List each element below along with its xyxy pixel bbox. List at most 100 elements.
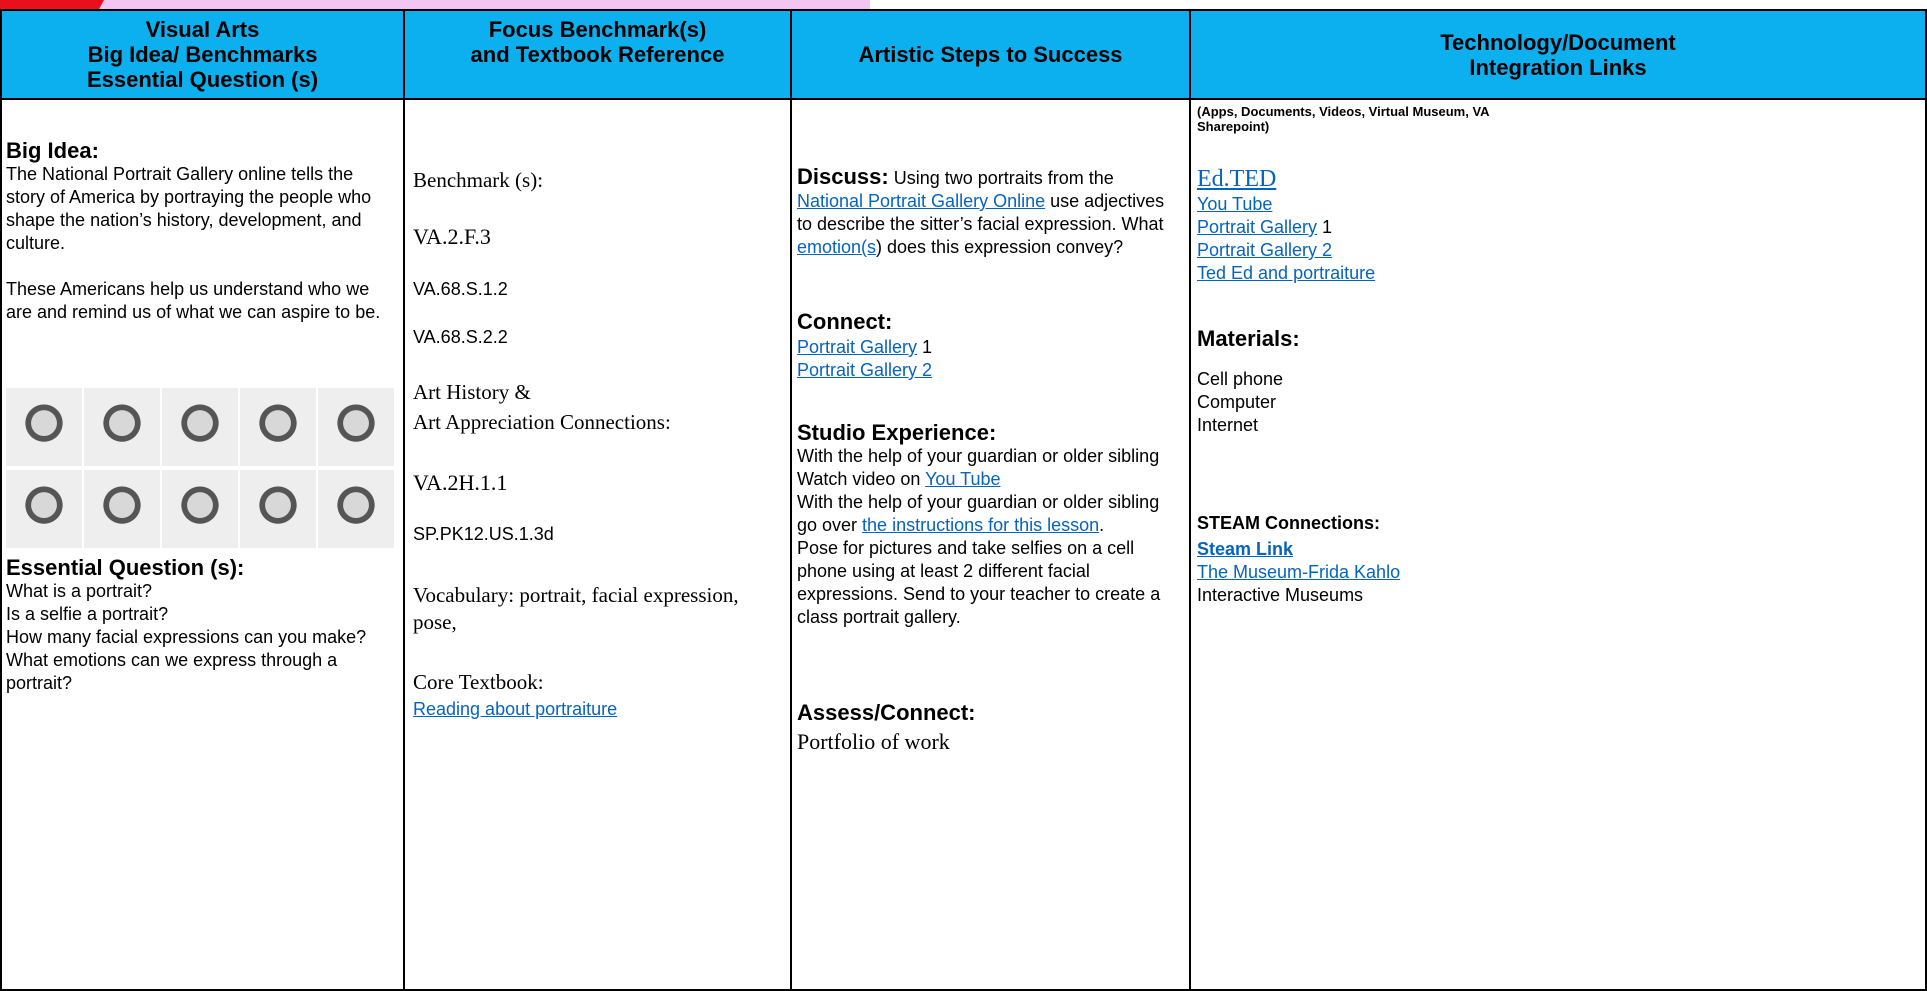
table-bottom-border [0,989,1927,991]
paragraph: Portfolio of work [797,729,950,754]
note: (Apps, Documents, Videos, Virtual Museum… [1197,104,1490,134]
benchmark: VA.2.F.3 [413,224,491,249]
heading: STEAM Connections: [1197,513,1380,533]
header-cell: Technology/Document Integration Links [1191,11,1925,98]
label: Benchmark (s): [413,168,544,192]
text: use adjectives to describe the sitter’s … [797,191,1165,234]
text: 1 [917,337,933,357]
line: Ted Ed and portraiture [1197,262,1597,285]
question: What is a portrait? [6,581,153,601]
heading: Big Idea: [6,138,99,163]
label: Core Textbook: [413,670,544,694]
line: Ed.TED [1197,166,1597,193]
line: Portrait Gallery 2 [1197,239,1597,262]
question: Is a selfie a portrait? [6,604,169,624]
photo [240,388,316,466]
photo-grid [6,388,394,550]
header-text: Artistic Steps to Success [858,42,1123,67]
link[interactable]: Ed.TED [1197,166,1277,192]
top-tab [0,0,870,10]
line: Steam Link [1197,538,1597,561]
photo [162,470,238,548]
text: With the help of your guardian or older … [797,446,1160,489]
benchmark: VA.2H.1.1 [413,470,508,495]
text: Using two portraits from the [888,168,1114,188]
column-border [790,10,792,991]
photo [84,388,160,466]
label-line: Art Appreciation Connections: [413,410,671,434]
material: Cell phone [1197,369,1284,389]
link-list: Steam Link The Museum-Frida Kahlo Interact… [1197,538,1597,607]
paragraph: These Americans help us understand who w… [6,279,381,322]
text: 1 [1317,217,1333,237]
paragraph: The National Portrait Gallery online tel… [6,164,372,253]
table-top-border [0,9,1927,11]
link-list: Ed.TED You Tube Portrait Gallery 1 Portrait… [1197,166,1597,285]
link[interactable]: emotion(s [797,237,877,257]
heading: Discuss: [797,164,889,189]
photo [240,470,316,548]
link[interactable]: Reading about portraiture [413,699,618,719]
column-border [1189,10,1191,991]
text: . [1099,515,1105,535]
link[interactable]: Portrait Gallery [797,337,918,357]
text: With the help of your guardian or older … [797,492,1160,535]
line: With the help of your guardian or older … [797,445,1177,491]
link[interactable]: National Portrait Gallery Online [797,191,1046,211]
photo [6,470,82,548]
paragraph: Discuss: Using two portraits from the Na… [797,164,1183,259]
heading: Essential Question (s): [6,555,245,580]
header-text: Big Idea/ Benchmarks [87,42,318,67]
label-line: Art History & [413,380,531,404]
link[interactable]: You Tube [1197,194,1273,214]
photo [162,388,238,466]
column-border [403,10,405,991]
link[interactable]: Portrait Gallery 2 [1197,240,1333,260]
line: With the help of your guardian or older … [797,491,1177,537]
text: Interactive Museums [1197,585,1364,605]
link[interactable]: Portrait Gallery [1197,217,1318,237]
top-tab-red [0,0,104,11]
header-bottom-border [0,98,1927,100]
material: Internet [1197,415,1259,435]
question: What emotions can we express through a p… [6,650,338,693]
link[interactable]: Portrait Gallery 2 [797,360,933,380]
header-text: Integration Links [1469,54,1647,80]
header-cell: Focus Benchmark(s) and Textbook Referenc… [405,11,790,98]
link[interactable]: the instructions for this lesson [862,515,1100,535]
link[interactable]: Ted Ed and portraiture [1197,263,1376,283]
header-text: Essential Question (s) [86,67,319,92]
line: You Tube [1197,193,1597,216]
link[interactable]: You Tube [925,469,1001,489]
paragraph-body: Using two portraits from the National Po… [797,168,1164,257]
header-cell: Visual Arts Big Idea/ Benchmarks Essenti… [2,11,403,98]
line: The Museum-Frida Kahlo [1197,561,1597,584]
label: Art History & Art Appreciation Connectio… [413,377,671,437]
text: ) does this expression convey? [876,237,1124,257]
header-text: Focus Benchmark(s) [488,17,707,42]
photo [84,470,160,548]
heading: Materials: [1197,326,1300,351]
material: Computer [1197,392,1277,412]
heading: Assess/Connect: [797,700,976,725]
link-list: Portrait Gallery 1 Portrait Gallery 2 [797,336,1183,382]
question: How many facial expressions can you make… [6,627,367,647]
photo [318,470,394,548]
header-text: Visual Arts [145,17,260,42]
line: Pose for pictures and take selfies on a … [797,537,1177,629]
header-text: and Textbook Reference [470,42,725,67]
benchmark: VA.68.S.2.2 [413,327,508,347]
link[interactable]: Steam Link [1197,539,1294,559]
heading: Connect: [797,309,893,334]
question-list: What is a portrait? Is a selfie a portra… [6,580,386,695]
vocabulary: Vocabulary: portrait, facial expression,… [413,583,739,634]
header-text: Technology/Document [1440,29,1676,55]
line: Interactive Museums [1197,584,1597,607]
line: Portrait Gallery 1 [1197,216,1597,239]
line: Portrait Gallery 2 [797,359,1183,382]
link[interactable]: The Museum-Frida Kahlo [1197,562,1401,582]
photo [318,388,394,466]
photo [6,388,82,466]
text: Pose for pictures and take selfies on a … [797,538,1161,627]
